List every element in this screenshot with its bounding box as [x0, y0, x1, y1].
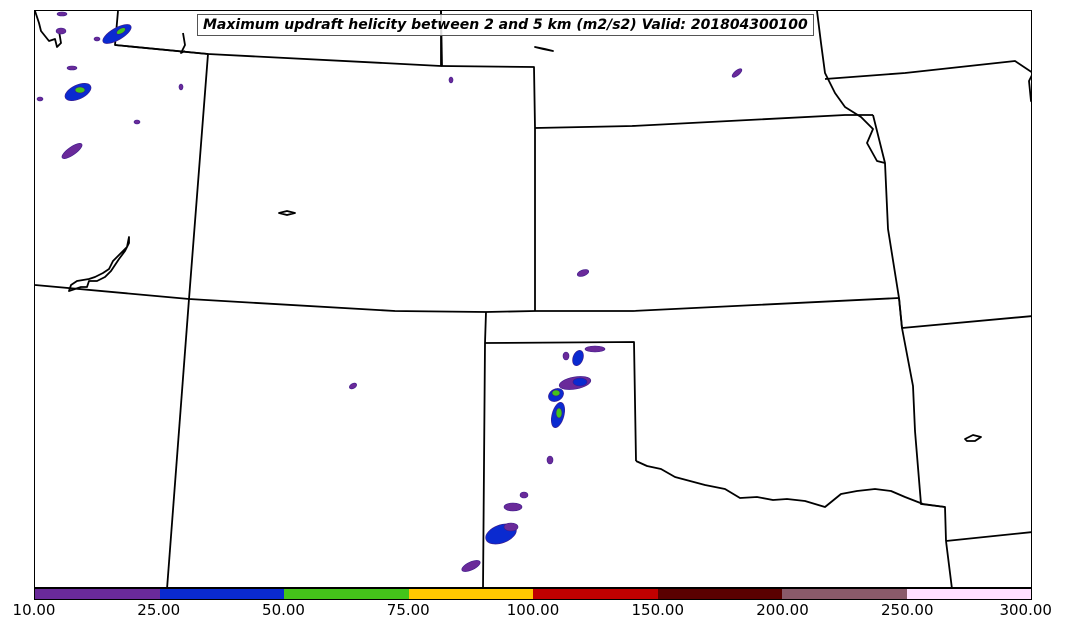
- colorbar-segment-150-200: [657, 589, 782, 599]
- border-nm-tx-west: [482, 311, 487, 587]
- lake-dot-1: [278, 210, 296, 216]
- map-title: Maximum updraft helicity between 2 and 5…: [197, 14, 814, 36]
- border-la-ms: [945, 531, 1031, 542]
- border-wyoming-west: [114, 11, 209, 300]
- border-ok-ar: [898, 297, 947, 542]
- great-salt-lake: [68, 236, 130, 292]
- border-wyoming-colorado: [440, 65, 536, 129]
- colorbar-tick-label: 10.00: [12, 601, 56, 619]
- colorbar-tick-label: 100.00: [506, 601, 560, 619]
- colorbar-segment-200-250: [782, 589, 907, 599]
- lake-dot-3: [964, 434, 982, 442]
- border-az-nm-west: [166, 298, 190, 587]
- colorbar-tick-label: 75.00: [386, 601, 430, 619]
- border-ar-la: [945, 540, 953, 587]
- colorbar-segment-50-75: [284, 589, 409, 599]
- border-ut-co-az-nm: [35, 284, 900, 313]
- cell-purple-tx-2: [562, 351, 570, 361]
- colorbar-segment-250-300: [906, 589, 1031, 599]
- border-lake: [1028, 74, 1031, 103]
- cell-purple-tx-10: [503, 522, 519, 532]
- map-frame: [34, 10, 1032, 588]
- cell-purple-tx-1: [584, 345, 606, 353]
- cell-purple-nw-7: [36, 96, 44, 102]
- cell-purple-tx-9: [503, 502, 523, 512]
- colorbar-tick-label: 50.00: [262, 601, 305, 619]
- border-tx-ok-red-river: [635, 460, 946, 508]
- cell-green-nw-6: [74, 86, 86, 94]
- cell-purple-tx-7: [546, 455, 554, 465]
- colorbar-segment-100-150: [533, 589, 658, 599]
- colorbar-tick-label: 150.00: [631, 601, 685, 619]
- colorbar-segment-75-100: [408, 589, 533, 599]
- cell-purple-nw-4: [93, 36, 101, 42]
- border-nebraska-south: [534, 114, 873, 129]
- helicity-contours: [36, 11, 743, 572]
- map-canvas: [35, 11, 1031, 587]
- cell-purple-nw-1: [56, 11, 68, 17]
- coast-west-small: [180, 32, 186, 54]
- cell-green-nw-3: [116, 27, 126, 35]
- border-ia-mn: [824, 60, 1031, 80]
- cell-purple-ks-1: [576, 269, 590, 277]
- cell-purple-ne-2: [448, 76, 454, 84]
- cell-purple-nw-9: [61, 143, 83, 159]
- colorbar-segment-10-25: [35, 589, 160, 599]
- colorbar-tick-label: 25.00: [137, 601, 181, 619]
- coast-west: [35, 11, 62, 48]
- cell-blue-tx-3: [572, 349, 584, 367]
- cell-purple-nw-8: [133, 119, 141, 125]
- cell-purple-nw-2: [55, 27, 67, 35]
- cell-blue-tx-4: [572, 377, 588, 387]
- cell-green-tx-5: [551, 389, 561, 397]
- colorbar-segment-25-50: [159, 589, 284, 599]
- colorbar-tick-label: 250.00: [881, 601, 934, 619]
- cell-green-tx-6: [555, 407, 563, 419]
- border-missouri-river: [816, 11, 886, 164]
- state-borders: [35, 11, 1031, 587]
- colorbar-tick-label: 200.00: [756, 601, 809, 619]
- cell-purple-nw-5: [66, 65, 78, 71]
- colorbar-tick-label: 300.00: [999, 601, 1052, 619]
- cell-purple-tx-11: [461, 560, 481, 572]
- cell-purple-tx-8: [519, 491, 529, 499]
- colorbar: [34, 588, 1032, 600]
- lake-dot-2: [534, 46, 554, 52]
- colorbar-labels: 10.00 25.00 50.00 75.00 100.00 150.00 20…: [0, 601, 1070, 625]
- border-ks-mo: [872, 114, 1031, 329]
- cell-purple-ne-1: [731, 68, 743, 78]
- cell-purple-nw-10: [178, 83, 184, 91]
- border-ok-panhandle: [484, 341, 637, 462]
- cell-purple-co-1: [349, 382, 357, 390]
